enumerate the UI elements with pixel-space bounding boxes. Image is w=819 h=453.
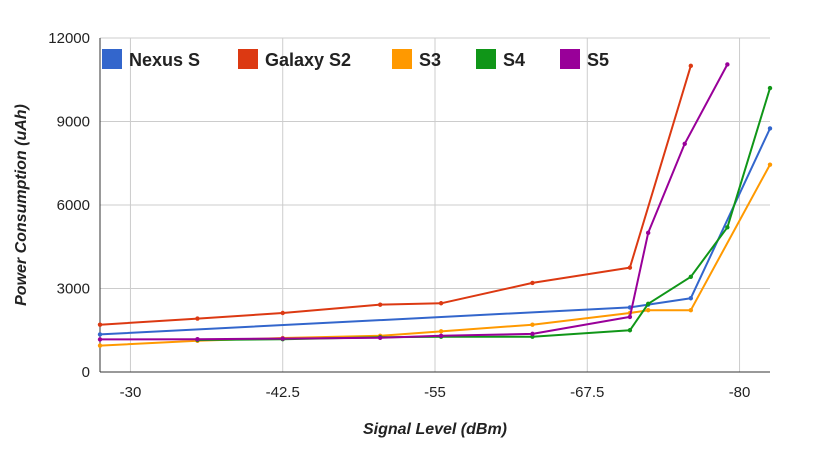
data-point-s3	[98, 343, 102, 347]
x-axis-title: Signal Level (dBm)	[363, 421, 507, 438]
legend-item-galaxy-s2[interactable]: Galaxy S2	[238, 49, 351, 70]
data-point-nexus-s	[768, 126, 772, 130]
series-line-s4	[198, 88, 771, 340]
legend-label: Galaxy S2	[265, 50, 351, 70]
series-line-s5	[100, 64, 727, 339]
y-tick-label: 12000	[48, 30, 90, 47]
data-point-nexus-s	[98, 332, 102, 336]
data-point-s4	[689, 275, 693, 279]
data-point-s4	[725, 225, 729, 229]
data-point-s5	[378, 336, 382, 340]
legend-item-s3[interactable]: S3	[392, 49, 441, 70]
legend-swatch	[476, 49, 496, 69]
data-point-s4	[628, 328, 632, 332]
data-point-galaxy-s2	[530, 281, 534, 285]
legend-swatch	[238, 49, 258, 69]
x-tick-label: -55	[424, 384, 446, 401]
series-line-galaxy-s2	[100, 66, 691, 325]
legend-item-nexus-s[interactable]: Nexus S	[102, 49, 200, 70]
data-point-s5	[98, 337, 102, 341]
data-point-s4	[646, 302, 650, 306]
data-point-galaxy-s2	[689, 64, 693, 68]
legend-item-s5[interactable]: S5	[560, 49, 609, 70]
data-point-s5	[439, 334, 443, 338]
legend-swatch	[102, 49, 122, 69]
data-point-s5	[195, 337, 199, 341]
legend-item-s4[interactable]: S4	[476, 49, 525, 70]
grid	[100, 38, 770, 372]
data-point-galaxy-s2	[281, 311, 285, 315]
data-point-nexus-s	[689, 296, 693, 300]
legend-label: S4	[503, 50, 525, 70]
legend-swatch	[560, 49, 580, 69]
series-galaxy-s2	[98, 64, 693, 327]
data-point-galaxy-s2	[195, 316, 199, 320]
data-point-galaxy-s2	[439, 301, 443, 305]
data-point-s3	[768, 162, 772, 166]
data-point-s5	[646, 231, 650, 235]
data-point-s5	[530, 332, 534, 336]
y-tick-label: 6000	[57, 197, 90, 214]
legend-label: S3	[419, 50, 441, 70]
y-tick-label: 3000	[57, 281, 90, 298]
data-point-galaxy-s2	[628, 265, 632, 269]
y-tick-labels: 0 3000 6000 9000 12000	[48, 30, 90, 381]
legend-label: S5	[587, 50, 609, 70]
legend: Nexus S Galaxy S2 S3 S4 S5	[102, 49, 609, 70]
data-point-s5	[683, 142, 687, 146]
data-point-s5	[725, 62, 729, 66]
data-point-s4	[768, 86, 772, 90]
legend-swatch	[392, 49, 412, 69]
data-point-galaxy-s2	[378, 302, 382, 306]
y-axis-title: Power Consumption (uAh)	[13, 104, 30, 306]
x-tick-labels: -30 -42.5 -55 -67.5 -80	[120, 384, 751, 401]
data-point-s3	[439, 329, 443, 333]
data-point-s3	[689, 308, 693, 312]
data-point-s3	[646, 308, 650, 312]
x-tick-label: -30	[120, 384, 142, 401]
data-point-s5	[281, 336, 285, 340]
x-tick-label: -67.5	[570, 384, 604, 401]
x-tick-label: -42.5	[266, 384, 300, 401]
series-s5	[98, 62, 730, 341]
x-tick-label: -80	[729, 384, 751, 401]
data-point-galaxy-s2	[98, 322, 102, 326]
series-s4	[195, 86, 772, 342]
data-point-s5	[628, 315, 632, 319]
data-point-s3	[530, 322, 534, 326]
y-tick-label: 0	[82, 364, 90, 381]
y-tick-label: 9000	[57, 114, 90, 131]
legend-label: Nexus S	[129, 50, 200, 70]
